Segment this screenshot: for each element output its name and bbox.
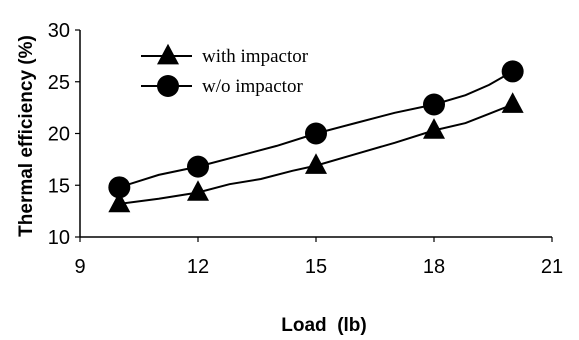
y-axis-title: Thermal efficiency (%) [16,35,37,237]
data-point-without-impactor [305,122,327,145]
y-tick-label: 10 [48,227,70,249]
data-point-without-impactor [423,93,445,116]
x-tick-label: 9 [74,256,85,278]
data-point-with-impactor [501,92,524,113]
x-tick-label: 21 [541,256,563,278]
data-point-with-impactor [108,191,131,213]
legend-label-without-impactor: w/o impactor [202,76,303,97]
legend-marker-without-impactor [157,75,179,97]
legend: with impactor w/o impactor [141,43,309,97]
data-point-with-impactor [187,180,209,201]
x-tick-label: 15 [305,256,327,278]
ticks: 10 15 20 25 30 9 12 15 18 21 [48,20,563,278]
x-tick-label: 12 [187,256,209,278]
x-axis-title: Load (lb) [281,315,366,336]
series-markers [108,60,524,213]
data-point-without-impactor [501,60,524,83]
y-tick-label: 15 [48,175,70,197]
legend-marker-with-impactor [157,43,179,65]
y-tick-label: 20 [48,124,70,146]
y-tick-label: 30 [48,20,70,42]
legend-label-with-impactor: with impactor [202,46,309,67]
data-point-without-impactor [187,155,209,178]
data-point-with-impactor [305,153,327,174]
data-point-with-impactor [423,118,445,139]
y-tick-label: 25 [48,72,70,94]
x-tick-label: 18 [423,256,445,278]
data-point-without-impactor [108,176,131,199]
